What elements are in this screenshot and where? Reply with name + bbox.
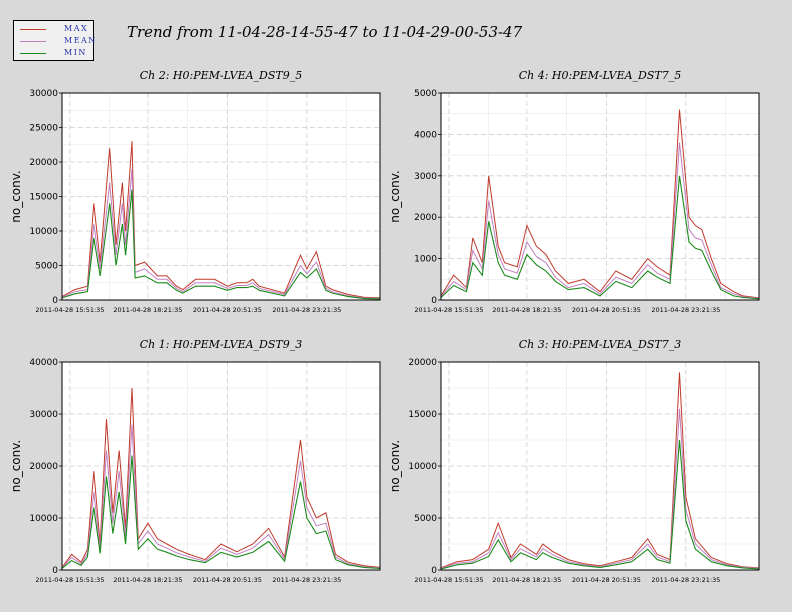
y-tick-label: 40000 — [29, 358, 58, 368]
y-tick-label: 0 — [431, 296, 437, 306]
x-tick-label: 2011-04-28 18:21:35 — [113, 576, 182, 584]
legend-swatch-mean — [20, 41, 46, 42]
y-axis-label: no_conv. — [9, 440, 23, 492]
chart-title-ch3: Ch 3: H0:PEM-LVEA_DST7_3 — [518, 338, 682, 351]
y-tick-label: 20000 — [408, 358, 437, 368]
y-tick-label: 0 — [431, 566, 437, 576]
series-line-mean — [440, 142, 760, 299]
y-tick-label: 15000 — [29, 193, 58, 203]
y-tick-label: 25000 — [29, 124, 58, 134]
x-tick-label: 2011-04-28 20:51:35 — [572, 576, 641, 584]
series-line-max — [440, 109, 760, 299]
x-tick-label: 2011-04-28 20:51:35 — [193, 306, 262, 314]
legend-entry-min: MIN — [20, 48, 92, 59]
y-tick-label: 5000 — [414, 514, 437, 524]
chart-ch4: 0 1000 2000 3000 4000 5000 2011-04-28 15:51:35… — [388, 89, 760, 314]
y-tick-label: 30000 — [29, 89, 58, 99]
y-tick-label: 10000 — [29, 227, 58, 237]
x-tick-label: 2011-04-28 23:21:35 — [272, 576, 341, 584]
y-tick-label: 1000 — [414, 255, 437, 265]
y-tick-label: 10000 — [29, 514, 58, 524]
series-line-mean — [61, 168, 381, 300]
x-tick-label: 2011-04-28 18:21:35 — [492, 306, 561, 314]
y-tick-label: 20000 — [29, 462, 58, 472]
series-line-min — [440, 439, 760, 570]
y-axis-label: no_conv. — [388, 440, 402, 492]
legend-label-max: MAX — [64, 24, 89, 33]
y-tick-label: 20000 — [29, 158, 58, 168]
y-tick-label: 3000 — [414, 172, 437, 182]
series-line-min — [61, 455, 381, 569]
legend-label-min: MIN — [64, 48, 87, 57]
y-tick-label: 4000 — [414, 130, 437, 140]
y-tick-label: 5000 — [414, 89, 437, 99]
x-tick-label: 2011-04-28 18:21:35 — [113, 306, 182, 314]
chart-ch2: 0 5000 10000 15000 20000 25000 30000 2011-04-28… — [9, 89, 381, 314]
x-tick-label: 2011-04-28 15:51:35 — [414, 306, 483, 314]
series-line-min — [440, 175, 760, 300]
chart-ch1: 0 10000 20000 30000 40000 2011-04-28 15:51:35… — [9, 358, 381, 584]
x-tick-label: 2011-04-28 15:51:35 — [35, 576, 104, 584]
x-tick-label: 2011-04-28 15:51:35 — [35, 306, 104, 314]
plot-frame — [440, 92, 760, 301]
series-line-min — [61, 189, 381, 300]
y-tick-label: 30000 — [29, 410, 58, 420]
y-tick-label: 10000 — [408, 462, 437, 472]
x-tick-label: 2011-04-28 15:51:35 — [414, 576, 483, 584]
y-tick-label: 2000 — [414, 213, 437, 223]
chart-title-ch4: Ch 4: H0:PEM-LVEA_DST7_5 — [518, 69, 682, 82]
legend-entry-mean: MEAN — [20, 36, 95, 47]
plot-frame — [440, 361, 760, 571]
legend-entry-max: MAX — [20, 24, 92, 35]
y-axis-label: no_conv. — [9, 170, 23, 222]
chart-title-ch1: Ch 1: H0:PEM-LVEA_DST9_3 — [139, 338, 303, 351]
y-tick-label: 15000 — [408, 410, 437, 420]
x-tick-label: 2011-04-28 20:51:35 — [193, 576, 262, 584]
chart-title-ch2: Ch 2: H0:PEM-LVEA_DST9_5 — [139, 69, 303, 82]
chart-legend: MAX MEAN MIN — [13, 20, 95, 61]
y-tick-label: 0 — [52, 296, 58, 306]
y-axis-label: no_conv. — [388, 170, 402, 222]
x-tick-label: 2011-04-28 18:21:35 — [492, 576, 561, 584]
x-tick-label: 2011-04-28 23:21:35 — [651, 576, 720, 584]
legend-swatch-max — [20, 29, 46, 30]
chart-ch3: 0 5000 10000 15000 20000 2011-04-28 15:51:35 2… — [388, 358, 760, 584]
page-title: Trend from 11-04-28-14-55-47 to 11-04-29… — [127, 23, 523, 41]
plot-frame — [61, 361, 381, 571]
series-line-max — [61, 141, 381, 299]
legend-label-mean: MEAN — [64, 36, 97, 45]
y-tick-label: 0 — [52, 566, 58, 576]
x-tick-label: 2011-04-28 23:21:35 — [651, 306, 720, 314]
plot-frame — [61, 92, 381, 301]
x-tick-label: 2011-04-28 23:21:35 — [272, 306, 341, 314]
y-tick-label: 5000 — [35, 262, 58, 272]
series-line-max — [440, 372, 760, 569]
x-tick-label: 2011-04-28 20:51:35 — [572, 306, 641, 314]
legend-swatch-min — [20, 53, 46, 54]
